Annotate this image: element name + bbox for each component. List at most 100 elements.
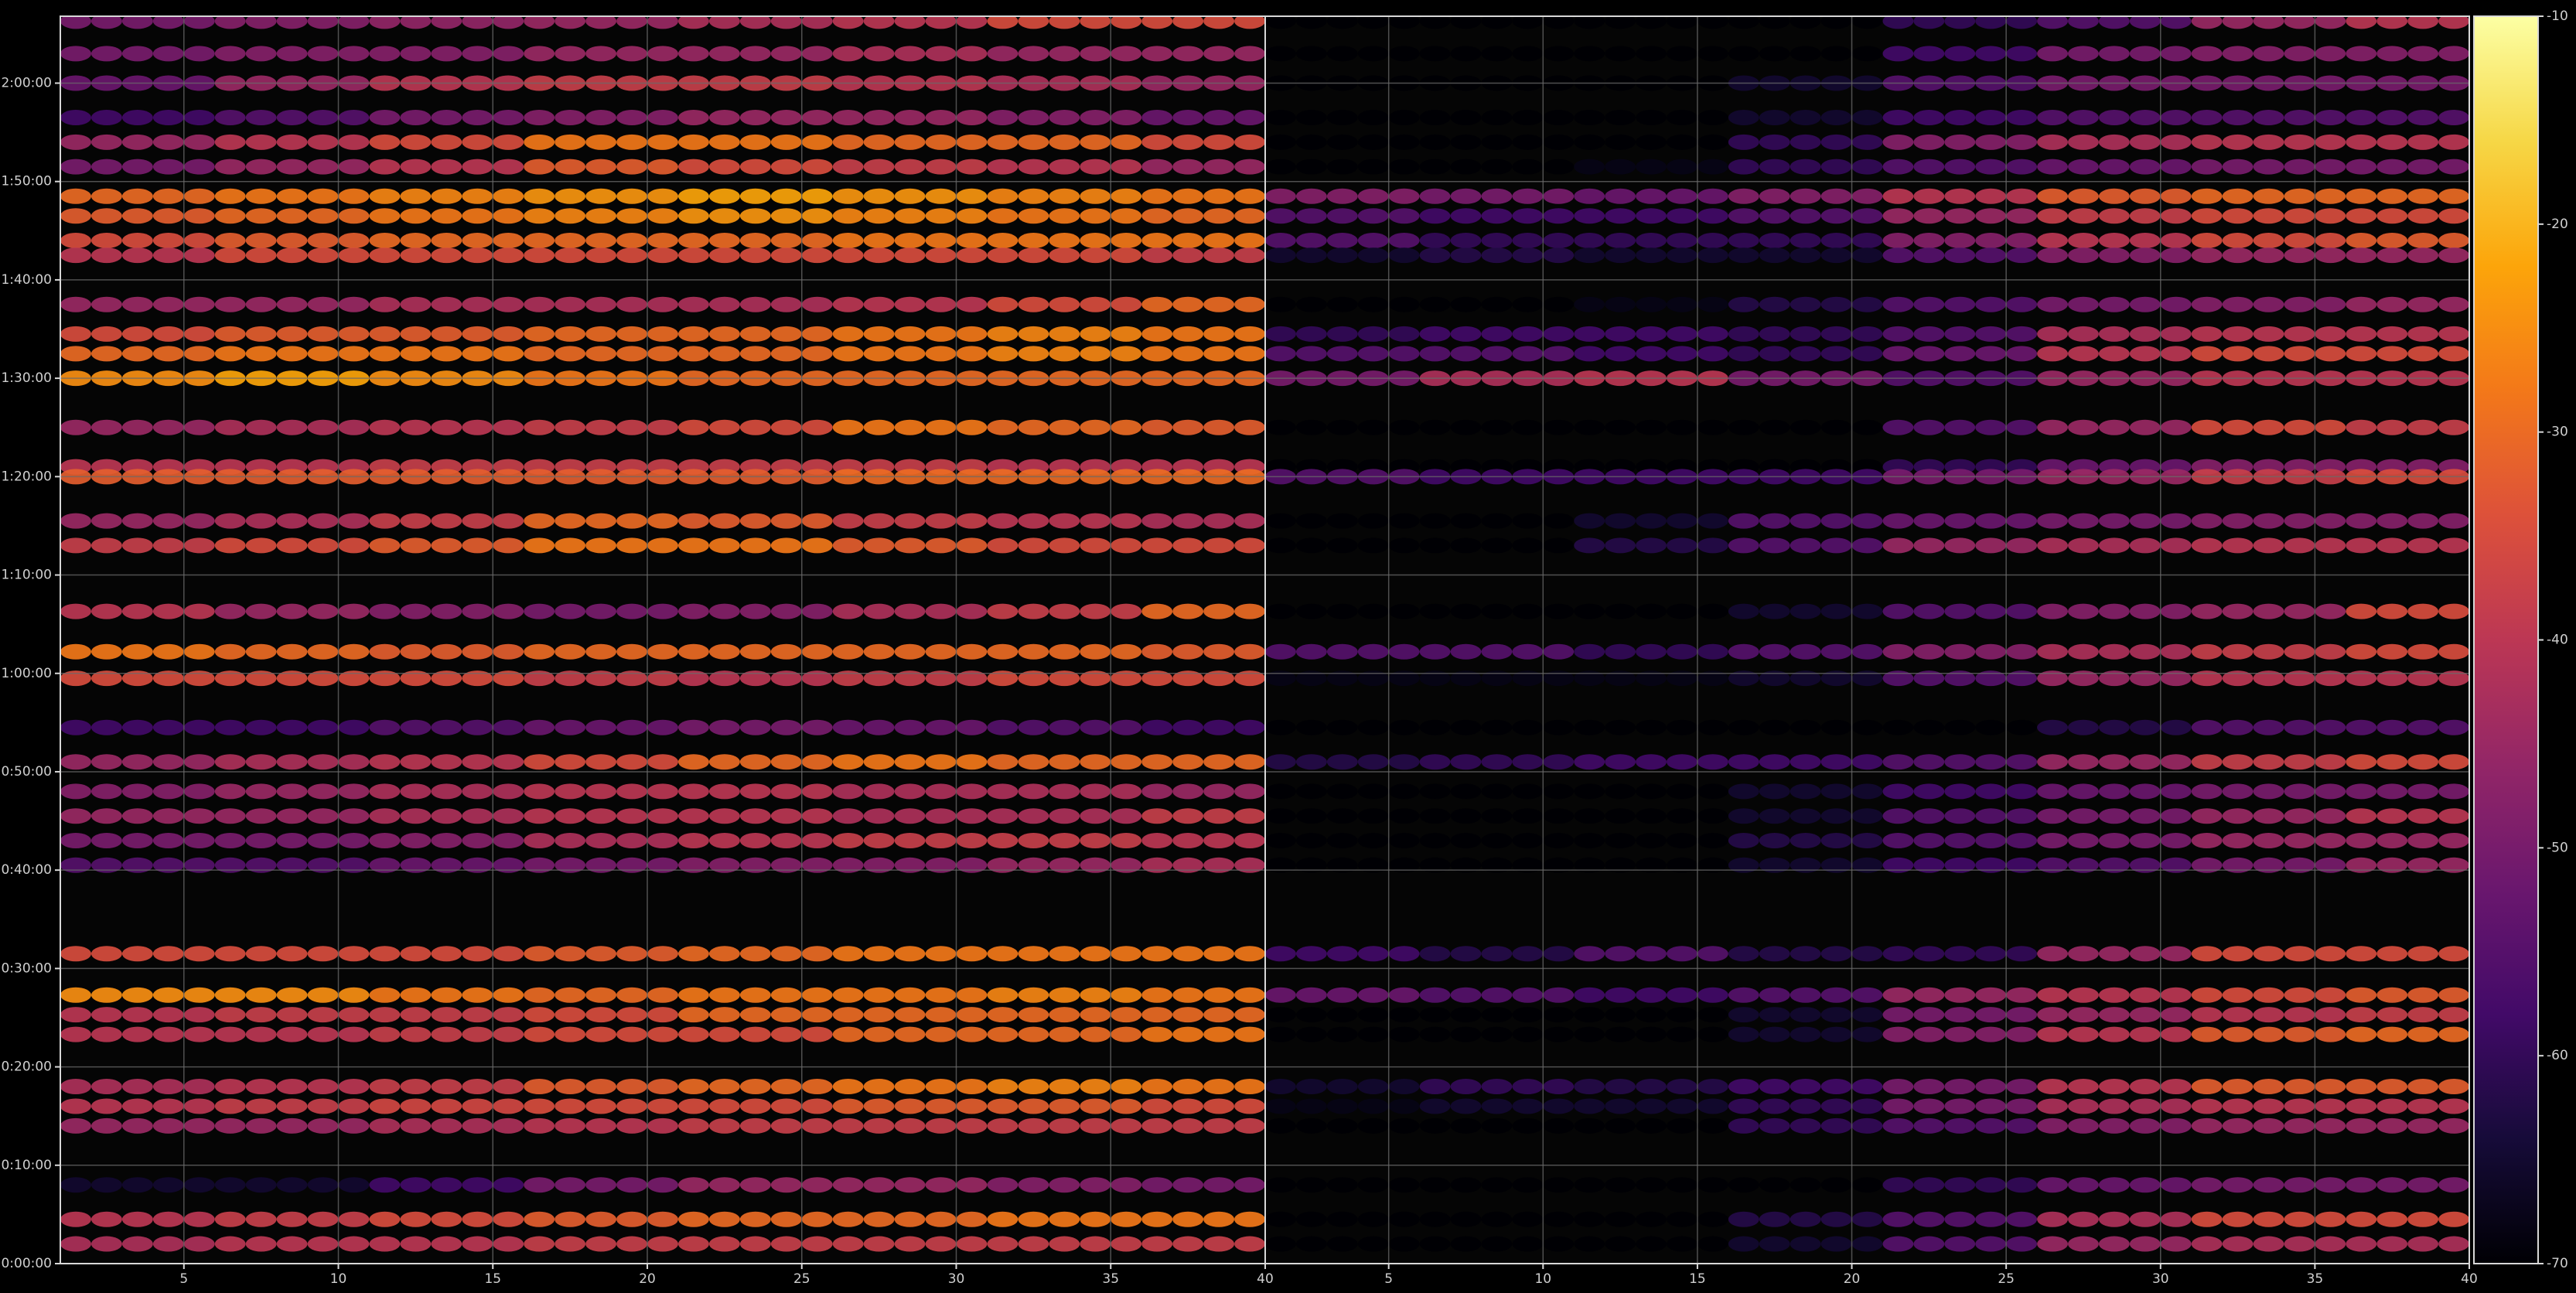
- heat-cell: [647, 159, 678, 175]
- heat-cell: [1605, 346, 1636, 362]
- heat-cell: [1141, 537, 1173, 554]
- heat-cell: [152, 643, 184, 660]
- heat-cell: [90, 1098, 122, 1114]
- heat-cell: [1265, 783, 1296, 800]
- heat-cell: [1172, 808, 1204, 824]
- heat-cell: [616, 1079, 648, 1095]
- heat-cell: [2376, 808, 2408, 824]
- heat-cell: [2253, 247, 2284, 264]
- heat-cell: [2068, 603, 2099, 619]
- heat-cell: [369, 754, 401, 770]
- heat-cell: [554, 1007, 586, 1023]
- heat-cell: [1851, 537, 1883, 554]
- heat-cell: [1759, 513, 1790, 529]
- heat-cell: [1944, 1117, 1976, 1134]
- heat-cell: [2068, 987, 2099, 1003]
- heat-cell: [708, 987, 740, 1003]
- heat-cell: [524, 670, 555, 687]
- heat-cell: [801, 857, 833, 873]
- heat-cell: [2098, 833, 2130, 849]
- heat-cell: [647, 670, 678, 687]
- heat-cell: [1512, 1098, 1544, 1114]
- heat-cell: [1790, 208, 1821, 224]
- heat-cell: [338, 16, 370, 29]
- heat-cell: [183, 946, 215, 962]
- heat-cell: [1049, 946, 1080, 962]
- heat-cell: [1543, 946, 1575, 962]
- heat-cell: [2037, 783, 2069, 800]
- heat-cell: [616, 808, 648, 824]
- heat-cell: [2315, 296, 2346, 312]
- heat-cell: [152, 296, 184, 312]
- heat-cell: [524, 233, 555, 249]
- heat-cell: [121, 987, 153, 1003]
- heat-cell: [1574, 1026, 1605, 1042]
- heat-cell: [1265, 857, 1296, 873]
- heat-cell: [2006, 833, 2038, 849]
- heat-cell: [1512, 233, 1544, 249]
- heat-cell: [214, 188, 246, 204]
- heat-cell: [1944, 208, 1976, 224]
- heat-cell: [894, 537, 926, 554]
- heat-cell: [1728, 537, 1759, 554]
- heat-cell: [493, 783, 524, 800]
- heat-cell: [2376, 643, 2408, 660]
- heat-cell: [1295, 1007, 1327, 1023]
- heat-cell: [739, 1236, 771, 1252]
- heat-cell: [214, 346, 246, 362]
- heat-cell: [2376, 110, 2408, 126]
- heat-cell: [1605, 110, 1636, 126]
- heat-cell: [2129, 188, 2161, 204]
- heat-cell: [801, 1026, 833, 1042]
- colorbar: [2474, 16, 2538, 1264]
- heat-cell: [1975, 1007, 2007, 1023]
- heat-cell: [121, 1007, 153, 1023]
- heat-cell: [1080, 247, 1111, 264]
- heat-cell: [1605, 1007, 1636, 1023]
- heat-cell: [1790, 670, 1821, 687]
- heat-cell: [462, 1177, 493, 1193]
- heat-cell: [462, 1026, 493, 1042]
- heat-cell: [554, 808, 586, 824]
- heat-cell: [338, 1098, 370, 1114]
- heat-cell: [1851, 296, 1883, 312]
- heat-cell: [1080, 16, 1111, 29]
- heat-cell: [708, 326, 740, 342]
- heat-cell: [369, 946, 401, 962]
- heat-cell: [1203, 603, 1235, 619]
- heat-cell: [1172, 946, 1204, 962]
- heat-cell: [1234, 1236, 1265, 1252]
- heat-cell: [307, 857, 339, 873]
- heat-cell: [121, 670, 153, 687]
- heat-cell: [1234, 719, 1265, 735]
- heat-cell: [708, 233, 740, 249]
- heat-cell: [925, 1007, 957, 1023]
- heat-cell: [1203, 754, 1235, 770]
- heat-cell: [1851, 419, 1883, 435]
- heat-cell: [925, 188, 957, 204]
- heat-cell: [1357, 296, 1389, 312]
- axes-background: [60, 16, 1265, 1264]
- heat-cell: [1326, 110, 1358, 126]
- heat-cell: [369, 1211, 401, 1227]
- heat-cell: [400, 296, 432, 312]
- heat-cell: [1667, 46, 1697, 62]
- heat-cell: [60, 513, 91, 529]
- heat-cell: [1326, 1177, 1358, 1193]
- heat-cell: [1851, 857, 1883, 873]
- heat-cell: [338, 233, 370, 249]
- heat-cell: [2376, 1026, 2408, 1042]
- heat-cell: [1111, 16, 1142, 29]
- heat-cell: [2253, 833, 2284, 849]
- heat-cell: [2284, 1079, 2315, 1095]
- heat-cell: [1882, 1211, 1914, 1227]
- heat-cell: [832, 603, 864, 619]
- heat-cell: [1975, 719, 2007, 735]
- heat-cell: [894, 1007, 926, 1023]
- heat-cell: [956, 188, 988, 204]
- heat-cell: [462, 346, 493, 362]
- heat-cell: [801, 1007, 833, 1023]
- heat-cell: [1697, 754, 1728, 770]
- heat-cell: [863, 110, 895, 126]
- heat-cell: [1481, 1236, 1513, 1252]
